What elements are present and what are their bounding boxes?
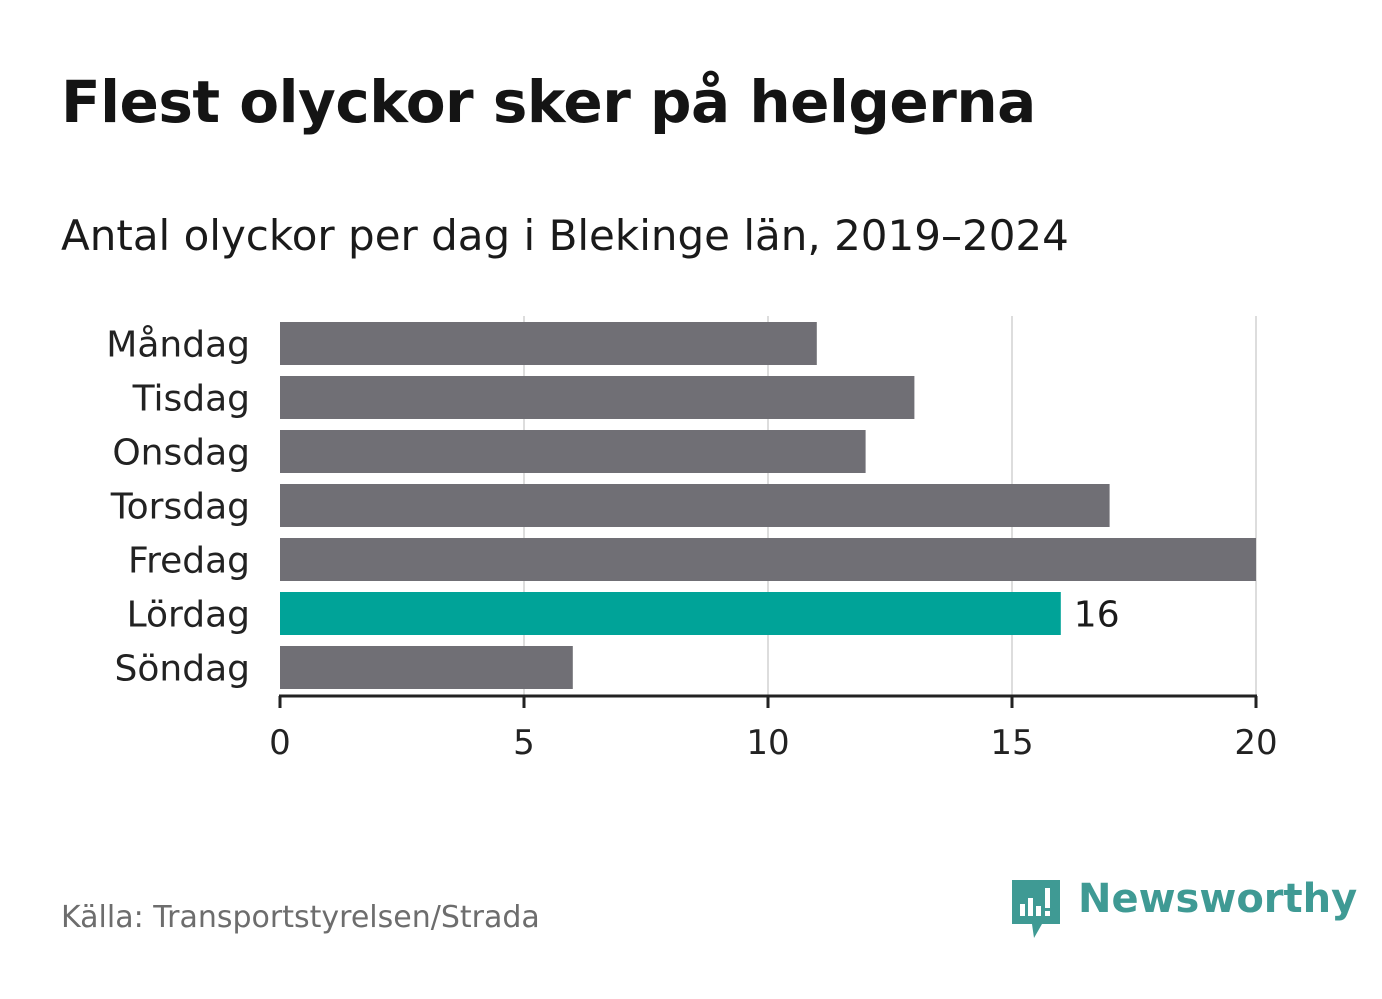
category-label-fredag: Fredag — [128, 541, 250, 582]
x-tick-label-20: 20 — [1234, 723, 1277, 763]
bar-torsdag — [280, 484, 1110, 527]
x-tick-label-5: 5 — [513, 723, 535, 763]
x-tick-label-10: 10 — [746, 723, 789, 763]
data-label-lördag: 16 — [1074, 595, 1120, 636]
x-axis: 0 5 10 15 20 — [269, 694, 1278, 763]
chart-subtitle: Antal olyckor per dag i Blekinge län, 20… — [61, 211, 1069, 260]
category-label-onsdag: Onsdag — [112, 433, 250, 474]
bar-tisdag — [280, 376, 915, 419]
category-label-måndag: Måndag — [106, 325, 250, 366]
category-label-torsdag: Torsdag — [110, 487, 250, 528]
x-tick-label-15: 15 — [990, 723, 1033, 763]
newsworthy-logo-icon — [1012, 880, 1060, 938]
category-label-söndag: Söndag — [115, 649, 250, 690]
brand-logo: Newsworthy — [1012, 876, 1357, 940]
bar-fredag — [280, 538, 1256, 581]
brand-name: Newsworthy — [1078, 876, 1358, 922]
category-label-lördag: Lördag — [127, 595, 250, 636]
chart-title: Flest olyckor sker på helgerna — [61, 68, 1036, 136]
bar-söndag — [280, 646, 573, 689]
bars — [280, 322, 1256, 689]
category-label-tisdag: Tisdag — [132, 379, 250, 420]
category-labels: Måndag Tisdag Onsdag Torsdag Fredag Lördag Sön… — [106, 325, 1119, 690]
bar-lördag — [280, 592, 1061, 635]
bar-måndag — [280, 322, 817, 365]
bar-onsdag — [280, 430, 866, 473]
source-note: Källa: Transportstyrelsen/Strada — [61, 900, 540, 935]
x-tick-label-0: 0 — [269, 723, 291, 763]
